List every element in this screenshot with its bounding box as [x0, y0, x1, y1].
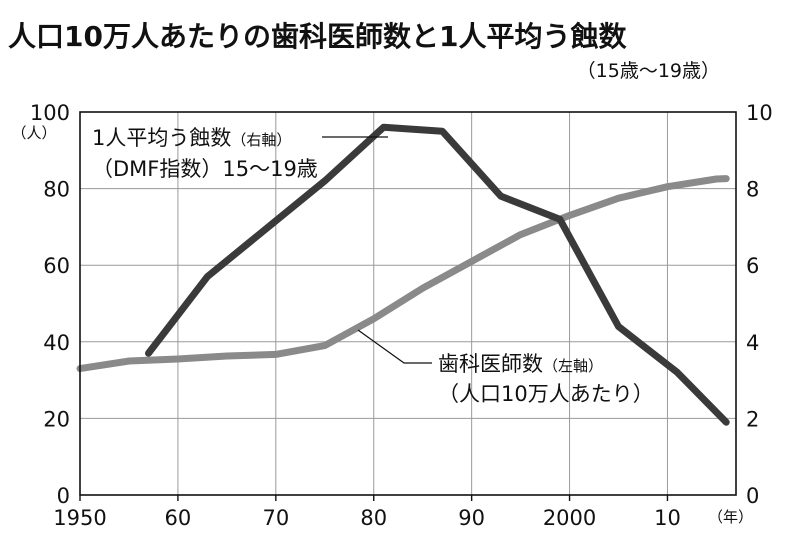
x-tick-label: 80 [360, 506, 387, 530]
data-point-dentists [715, 178, 717, 180]
data-point-dentists [725, 178, 727, 180]
axis-ticks: 0 20 40 60 80 100 0 2 4 6 8 10 1950 60 70 80 90 2000 10 [30, 101, 773, 530]
data-point-dentists [520, 234, 522, 236]
left-tick-label: 20 [43, 407, 70, 431]
x-tick-label: 1950 [53, 506, 106, 530]
data-point-caries [725, 421, 727, 423]
caries-label: 1人平均う蝕数（右軸） [92, 126, 291, 150]
data-point-dentists [569, 214, 571, 216]
right-tick-label: 0 [746, 484, 759, 508]
series-line-caries [145, 123, 730, 426]
dentists-leader-line [357, 329, 432, 364]
data-point-dentists [177, 358, 179, 360]
data-point-dentists [226, 355, 228, 357]
dentists-label: 歯科医師数（左軸） [438, 352, 603, 376]
data-point-caries [500, 195, 502, 197]
x-tick-label: 2000 [543, 506, 596, 530]
data-point-caries [383, 126, 385, 128]
data-point-dentists [128, 360, 130, 362]
x-tick-label: 70 [262, 506, 289, 530]
data-point-dentists [324, 345, 326, 347]
right-tick-label: 6 [746, 254, 759, 278]
right-tick-label: 2 [746, 407, 759, 431]
left-axis-unit: （人） [11, 124, 56, 142]
grid-lines [80, 112, 736, 495]
plot-frame [79, 111, 737, 496]
data-point-dentists [666, 186, 668, 188]
data-point-caries [148, 352, 150, 354]
data-point-caries [559, 218, 561, 220]
data-point-dentists [471, 260, 473, 262]
x-tick-label: 10 [654, 506, 681, 530]
series-lines [76, 123, 730, 426]
right-tick-label: 4 [746, 331, 759, 355]
data-point-dentists [618, 197, 620, 199]
data-point-caries [206, 276, 208, 278]
series-line-dentists [76, 175, 730, 373]
x-axis-unit: （年） [708, 508, 753, 526]
chart-subtitle: （15歳〜19歳） [577, 60, 720, 82]
data-point-caries [441, 130, 443, 132]
dentists-sublabel: （人口10万人あたり） [438, 382, 654, 406]
data-point-caries [676, 371, 678, 373]
x-tick-label: 60 [165, 506, 192, 530]
caries-sublabel: （DMF指数）15〜19歳 [92, 157, 318, 181]
data-point-caries [618, 325, 620, 327]
data-point-dentists [275, 353, 277, 355]
x-tick-label: 90 [458, 506, 485, 530]
left-tick-label: 80 [43, 178, 70, 202]
right-tick-label: 8 [746, 178, 759, 202]
right-tick-label: 10 [746, 101, 773, 125]
chart-title: 人口10万人あたりの歯科医師数と1人平均う蝕数 [8, 20, 627, 53]
left-tick-label: 100 [30, 101, 70, 125]
left-tick-label: 60 [43, 254, 70, 278]
data-point-dentists [422, 287, 424, 289]
left-tick-label: 40 [43, 331, 70, 355]
data-point-dentists [373, 318, 375, 320]
data-point-caries [324, 180, 326, 182]
left-tick-label: 0 [57, 484, 70, 508]
